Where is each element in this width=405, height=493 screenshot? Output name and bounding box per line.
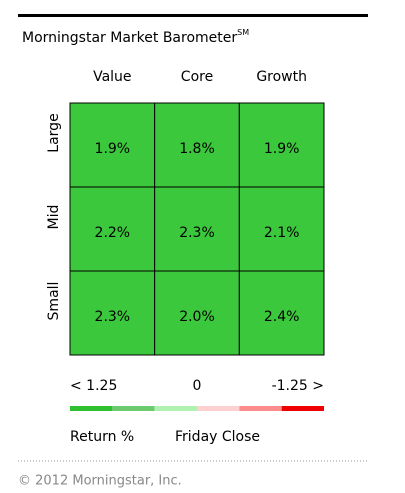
cell-label: 2.4%: [264, 309, 300, 325]
cell-label: 1.9%: [264, 141, 300, 157]
column-label: Growth: [256, 69, 307, 85]
cell-label: 2.1%: [264, 225, 300, 241]
title-mark: SM: [237, 28, 249, 37]
legend-swatch: [70, 406, 113, 411]
row-label: Large: [46, 113, 62, 152]
title: Morningstar Market BarometerSM: [22, 28, 249, 47]
column-label: Core: [181, 69, 213, 85]
cell-label: 2.2%: [95, 225, 131, 241]
cell: [154, 186, 240, 272]
cell: [154, 102, 240, 188]
cell: [69, 270, 156, 356]
cell: [69, 102, 156, 188]
row-label: Mid: [46, 205, 62, 230]
cell-label: 2.3%: [179, 225, 215, 241]
legend-swatch: [112, 406, 155, 411]
legend-label: -1.25 >: [272, 378, 324, 394]
legend-label: < 1.25: [70, 378, 117, 394]
cell: [154, 270, 240, 356]
cell: [238, 270, 325, 356]
column-label: Value: [93, 69, 131, 85]
legend-swatch: [239, 406, 282, 411]
cell-label: 2.0%: [179, 309, 215, 325]
title-text: Morningstar Market Barometer: [22, 30, 237, 46]
legend-swatch: [197, 406, 240, 411]
legend-caption: Return %: [70, 429, 134, 445]
legend-swatch: [154, 406, 197, 411]
row-label: Small: [46, 282, 62, 321]
legend-swatch: [281, 406, 324, 411]
legend-label: 0: [193, 378, 202, 394]
top-rule: [18, 14, 368, 17]
cell: [69, 186, 156, 272]
legend-note: Friday Close: [175, 429, 260, 445]
cell-label: 2.3%: [95, 309, 131, 325]
cell-label: 1.8%: [179, 141, 215, 157]
cell: [238, 186, 325, 272]
cell-label: 1.9%: [95, 141, 131, 157]
footer: © 2012 Morningstar, Inc.: [18, 474, 182, 489]
